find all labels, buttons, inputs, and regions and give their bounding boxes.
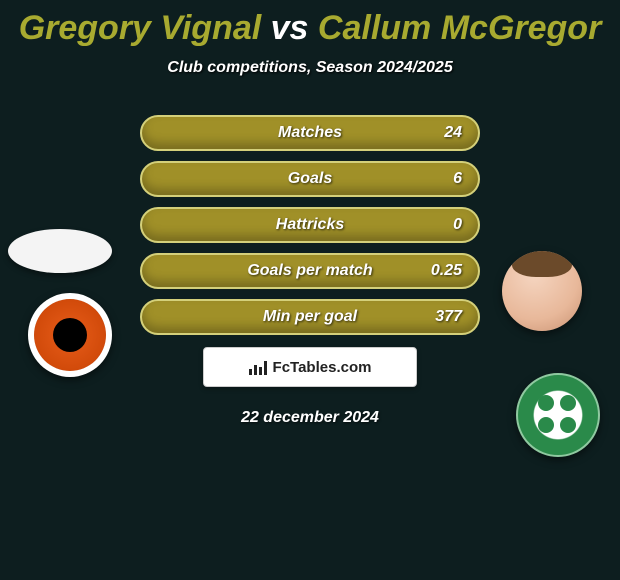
stat-row-goals-per-match: Goals per match 0.25 [140, 253, 480, 289]
stat-label: Hattricks [276, 216, 344, 234]
player-right-avatar [502, 251, 582, 331]
stat-label: Min per goal [263, 308, 357, 326]
stat-value: 0.25 [431, 262, 462, 280]
stat-row-goals: Goals 6 [140, 161, 480, 197]
club-right-badge-inner [538, 395, 578, 435]
stat-value: 377 [435, 308, 462, 326]
stat-row-matches: Matches 24 [140, 115, 480, 151]
watermark-text: FcTables.com [273, 359, 372, 376]
stats-bars: Matches 24 Goals 6 Hattricks 0 Goals per… [140, 115, 480, 335]
title-player2: Callum McGregor [318, 9, 601, 47]
stat-label: Goals [288, 170, 332, 188]
subtitle: Club competitions, Season 2024/2025 [0, 59, 620, 77]
club-left-badge-inner [34, 299, 106, 371]
stat-row-min-per-goal: Min per goal 377 [140, 299, 480, 335]
player-left-avatar [8, 229, 112, 273]
club-right-badge [516, 373, 600, 457]
stat-row-hattricks: Hattricks 0 [140, 207, 480, 243]
stat-label: Goals per match [247, 262, 372, 280]
watermark: FcTables.com [203, 347, 417, 387]
title-vs: vs [271, 9, 309, 47]
stat-label: Matches [278, 124, 342, 142]
bar-chart-icon [249, 359, 267, 375]
title-player1: Gregory Vignal [19, 9, 261, 47]
stat-value: 6 [453, 170, 462, 188]
stat-value: 24 [444, 124, 462, 142]
stat-value: 0 [453, 216, 462, 234]
page-title: Gregory Vignal vs Callum McGregor [0, 0, 620, 47]
club-left-badge [28, 293, 112, 377]
